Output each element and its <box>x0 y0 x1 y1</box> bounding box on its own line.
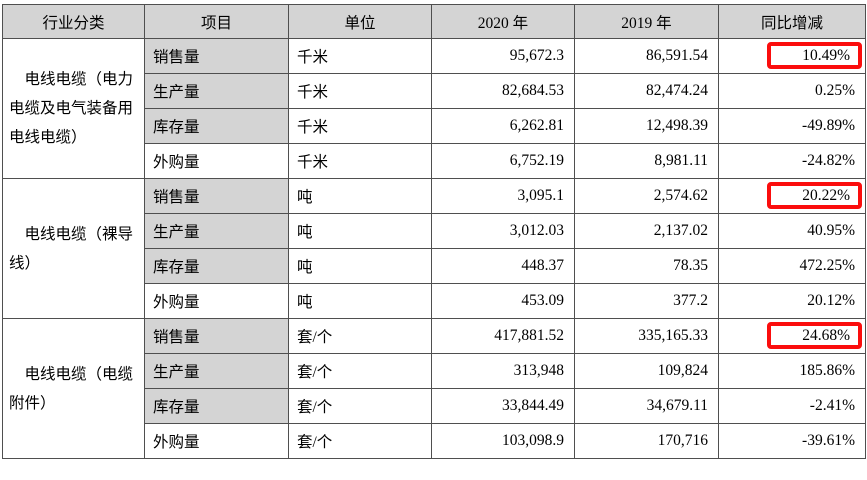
table-row: 生产量 套/个 313,948 109,824 185.86% <box>3 353 866 389</box>
category-label: 电线电缆（裸导线） <box>9 225 134 272</box>
value-2020-cell: 95,672.3 <box>431 38 575 74</box>
value-2019-cell: 86,591.54 <box>574 38 719 74</box>
unit-cell: 套/个 <box>288 353 432 389</box>
unit-cell: 套/个 <box>288 423 432 459</box>
value-2019-cell: 78.35 <box>574 248 719 284</box>
table-row: 库存量 千米 6,262.81 12,498.39 -49.89% <box>3 108 866 144</box>
item-cell: 生产量 <box>144 213 289 249</box>
col-header-2019: 2019 年 <box>574 4 719 39</box>
table-row: 外购量 套/个 103,098.9 170,716 -39.61% <box>3 423 866 459</box>
yoy-value: 10.49% <box>802 47 850 64</box>
yoy-cell: 24.68% <box>718 318 866 354</box>
value-2020-cell: 6,752.19 <box>431 143 575 179</box>
yoy-cell: -2.41% <box>718 388 866 424</box>
value-2019-cell: 8,981.11 <box>574 143 719 179</box>
yoy-cell: 20.22% <box>718 178 866 214</box>
value-2020-cell: 453.09 <box>431 283 575 319</box>
unit-cell: 吨 <box>288 248 432 284</box>
table-row: 电线电缆（电缆附件） 销售量 套/个 417,881.52 335,165.33… <box>2 318 866 459</box>
table-row: 库存量 吨 448.37 78.35 472.25% <box>3 248 866 284</box>
category-cell: 电线电缆（裸导线） <box>2 178 145 319</box>
value-2020-cell: 82,684.53 <box>431 73 575 109</box>
value-2019-cell: 170,716 <box>574 423 719 459</box>
value-2020-cell: 3,095.1 <box>431 178 575 214</box>
value-2019-cell: 335,165.33 <box>574 318 719 354</box>
table-row: 生产量 吨 3,012.03 2,137.02 40.95% <box>3 213 866 249</box>
yoy-cell: -49.89% <box>718 108 866 144</box>
yoy-cell: 472.25% <box>718 248 866 284</box>
yoy-cell: 20.12% <box>718 283 866 319</box>
value-2019-cell: 109,824 <box>574 353 719 389</box>
unit-cell: 千米 <box>288 38 432 74</box>
item-cell: 生产量 <box>144 353 289 389</box>
yoy-cell: 0.25% <box>718 73 866 109</box>
yoy-cell: 40.95% <box>718 213 866 249</box>
unit-cell: 套/个 <box>288 318 432 354</box>
table-row: 电线电缆（裸导线） 销售量 吨 3,095.1 2,574.62 20.22% <box>2 178 866 319</box>
table-row: 库存量 套/个 33,844.49 34,679.11 -2.41% <box>3 388 866 424</box>
yoy-cell: 10.49% <box>718 38 866 74</box>
unit-cell: 吨 <box>288 178 432 214</box>
document-page: 行业分类 项目 单位 2020 年 2019 年 同比增减 电线电缆（电力电缆及… <box>2 4 866 459</box>
unit-cell: 套/个 <box>288 388 432 424</box>
value-2020-cell: 6,262.81 <box>431 108 575 144</box>
value-2020-cell: 33,844.49 <box>431 388 575 424</box>
col-header-unit: 单位 <box>288 4 432 39</box>
category-label: 电线电缆（电力电缆及电气装备用电线电缆） <box>9 71 134 146</box>
value-2019-cell: 2,137.02 <box>574 213 719 249</box>
unit-cell: 千米 <box>288 108 432 144</box>
value-2019-cell: 377.2 <box>574 283 719 319</box>
production-sales-table: 行业分类 项目 单位 2020 年 2019 年 同比增减 电线电缆（电力电缆及… <box>2 4 866 459</box>
category-cell: 电线电缆（电力电缆及电气装备用电线电缆） <box>2 38 145 179</box>
item-cell: 外购量 <box>144 283 289 319</box>
item-cell: 销售量 <box>144 38 289 74</box>
item-cell: 销售量 <box>144 318 289 354</box>
yoy-value: 24.68% <box>802 327 850 344</box>
item-cell: 库存量 <box>144 388 289 424</box>
col-header-item: 项目 <box>144 4 289 39</box>
item-cell: 销售量 <box>144 178 289 214</box>
unit-cell: 千米 <box>288 73 432 109</box>
value-2020-cell: 448.37 <box>431 248 575 284</box>
unit-cell: 吨 <box>288 283 432 319</box>
table-row: 外购量 千米 6,752.19 8,981.11 -24.82% <box>3 143 866 179</box>
value-2020-cell: 417,881.52 <box>431 318 575 354</box>
yoy-cell: -24.82% <box>718 143 866 179</box>
value-2020-cell: 313,948 <box>431 353 575 389</box>
value-2019-cell: 34,679.11 <box>574 388 719 424</box>
unit-cell: 千米 <box>288 143 432 179</box>
value-2020-cell: 3,012.03 <box>431 213 575 249</box>
yoy-cell: 185.86% <box>718 353 866 389</box>
table-row: 电线电缆（电力电缆及电气装备用电线电缆） 销售量 千米 95,672.3 86,… <box>2 38 866 179</box>
category-label: 电线电缆（电缆附件） <box>9 365 134 412</box>
col-header-industry: 行业分类 <box>2 4 145 39</box>
value-2019-cell: 82,474.24 <box>574 73 719 109</box>
unit-cell: 吨 <box>288 213 432 249</box>
col-header-2020: 2020 年 <box>431 4 575 39</box>
yoy-cell: -39.61% <box>718 423 866 459</box>
item-cell: 库存量 <box>144 248 289 284</box>
col-header-yoy: 同比增减 <box>718 4 866 39</box>
item-cell: 库存量 <box>144 108 289 144</box>
item-cell: 外购量 <box>144 143 289 179</box>
item-cell: 外购量 <box>144 423 289 459</box>
value-2019-cell: 12,498.39 <box>574 108 719 144</box>
category-cell: 电线电缆（电缆附件） <box>2 318 145 459</box>
value-2020-cell: 103,098.9 <box>431 423 575 459</box>
value-2019-cell: 2,574.62 <box>574 178 719 214</box>
yoy-value: 20.22% <box>802 187 850 204</box>
table-header-row: 行业分类 项目 单位 2020 年 2019 年 同比增减 <box>2 4 866 39</box>
item-cell: 生产量 <box>144 73 289 109</box>
